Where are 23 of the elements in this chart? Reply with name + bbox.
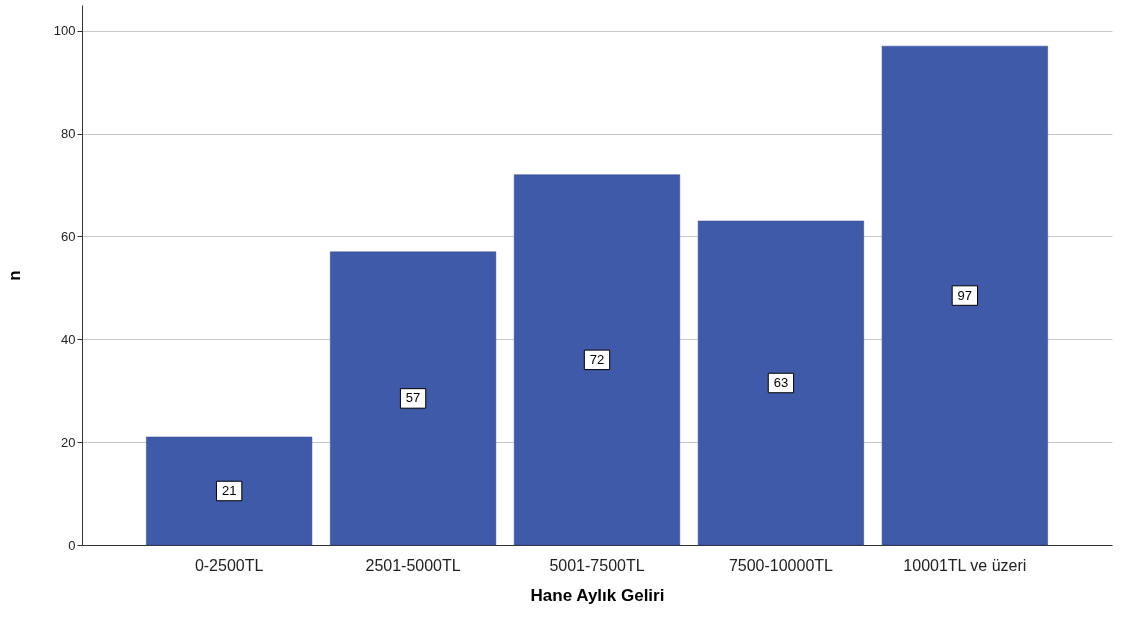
data-label: 57 [405,390,421,406]
y-tick-label: 60 [61,228,76,244]
y-tick-label: 80 [61,126,76,142]
bar [881,45,1048,546]
data-label: 72 [589,351,605,367]
bar [697,220,864,546]
x-tick-label: 7500-10000TL [728,556,834,574]
x-tick-label: 2501-5000TL [365,556,461,574]
x-tick-label: 5001-7500TL [549,556,645,574]
y-axis-title: n [4,270,24,281]
y-tick-label: 40 [61,331,76,347]
bar [146,436,313,546]
data-label: 21 [221,483,237,498]
data-label: 97 [957,287,973,303]
y-tick-label: 0 [68,537,76,553]
data-label: 63 [773,375,789,390]
x-tick-label: 10001TL ve üzeri [903,556,1027,574]
x-tick-label: 0-2500TL [194,556,264,574]
bar [330,251,497,546]
x-axis-title: Hane Aylık Geliri [530,585,665,605]
bar [513,174,681,546]
y-tick-label: 20 [61,434,76,450]
y-tick-label: 100 [53,23,76,39]
